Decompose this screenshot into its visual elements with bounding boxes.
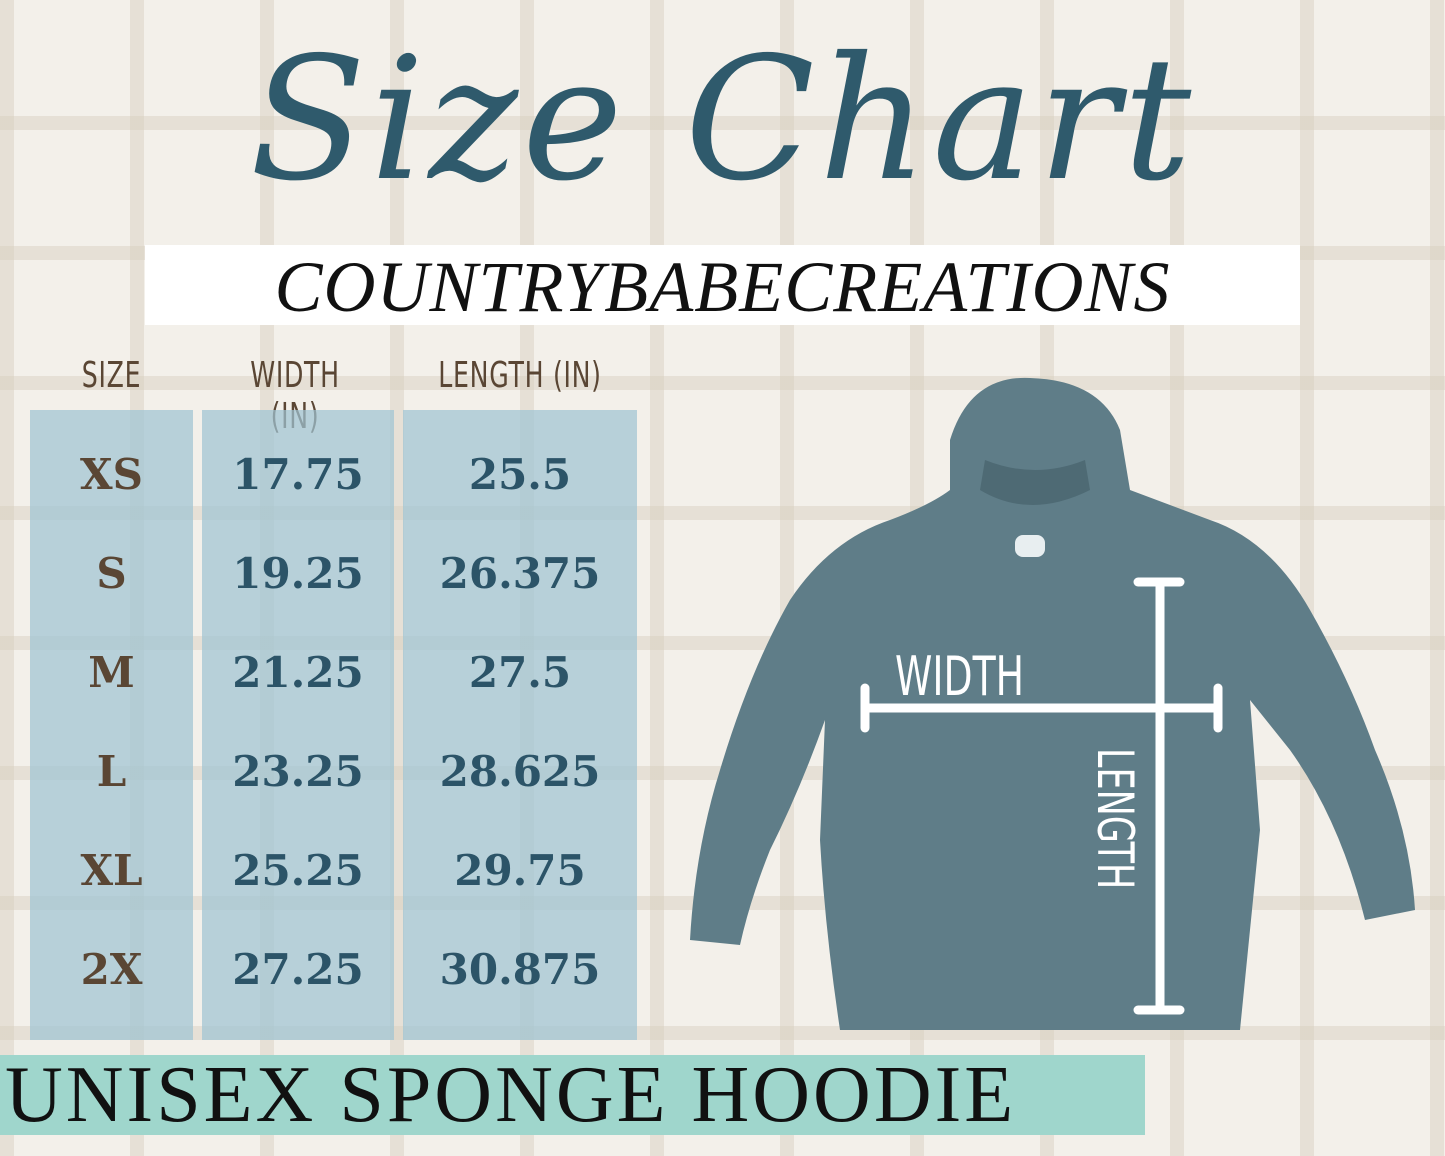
cell-size: S <box>96 549 127 598</box>
hood-opening <box>980 460 1090 505</box>
drawstring <box>1015 535 1045 557</box>
product-name: UNISEX SPONGE HOODIE <box>5 1051 1017 1139</box>
cell-size: M <box>88 648 135 697</box>
cell-size: XS <box>80 450 143 499</box>
cell-width: 25.25 <box>232 846 364 895</box>
brand-name: COUNTRYBABECREATIONS <box>274 247 1171 327</box>
footer-band <box>0 1055 1145 1135</box>
width-column <box>202 410 394 1040</box>
cell-length: 26.375 <box>439 549 601 598</box>
cell-length: 28.625 <box>439 747 601 796</box>
brand-band <box>145 245 1300 325</box>
cell-width: 23.25 <box>232 747 364 796</box>
cell-width: 19.25 <box>232 549 364 598</box>
width-label: WIDTH <box>895 645 1024 708</box>
page-title: Size Chart <box>249 21 1196 219</box>
header-width: WIDTH (IN) <box>250 355 340 437</box>
cell-length: 29.75 <box>454 846 586 895</box>
cell-size: 2X <box>80 945 143 994</box>
cell-length: 27.5 <box>468 648 572 697</box>
cell-width: 27.25 <box>232 945 364 994</box>
header-length: LENGTH (IN) <box>438 355 602 396</box>
cell-width: 17.75 <box>232 450 364 499</box>
cell-width: 21.25 <box>232 648 364 697</box>
length-measure-line <box>1133 577 1185 1015</box>
cell-length: 25.5 <box>468 450 572 499</box>
length-label: LENGTH <box>1085 748 1143 889</box>
hoodie-diagram: WIDTH LENGTH <box>690 377 1415 1030</box>
length-column <box>403 410 637 1040</box>
cell-size: XL <box>80 846 143 895</box>
header-size: SIZE <box>81 355 142 396</box>
size-column <box>30 410 193 1040</box>
cell-size: L <box>96 747 127 796</box>
cell-length: 30.875 <box>439 945 601 994</box>
